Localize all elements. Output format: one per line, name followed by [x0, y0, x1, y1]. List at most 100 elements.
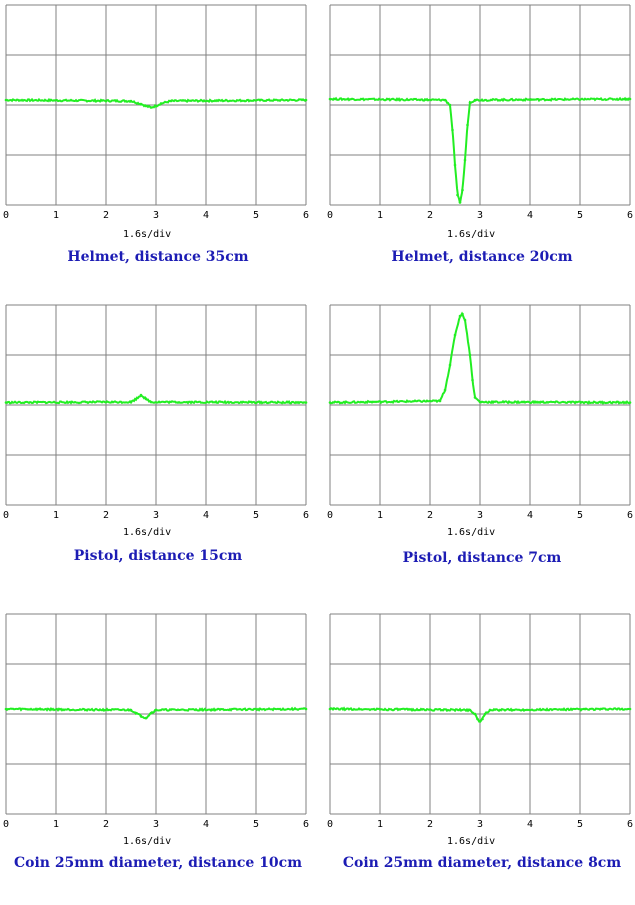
x-tick-label: 1	[377, 819, 383, 830]
chart-title: Pistol, distance 7cm	[402, 550, 562, 566]
plot-area: 0 1 2 3 4 5 6	[3, 4, 309, 221]
data-point	[139, 102, 143, 106]
chart-helmet-20cm: 0 1 2 3 4 5 6 1.6s/div Helmet, distance 20cm	[327, 3, 635, 265]
x-tick-label: 0	[3, 510, 9, 521]
data-point	[129, 99, 133, 103]
data-point	[154, 104, 158, 108]
x-tick-label: 6	[627, 819, 633, 830]
data-point	[304, 707, 308, 711]
plot-area: 0 1 2 3 4 5 6	[327, 304, 633, 521]
x-tick-label: 6	[627, 210, 633, 221]
chart-title: Helmet, distance 20cm	[391, 249, 573, 265]
data-point	[304, 98, 308, 102]
x-tick-label: 5	[253, 210, 259, 221]
data-point	[458, 201, 462, 204]
x-tick-label: 3	[477, 819, 483, 830]
data-point	[628, 707, 632, 711]
data-point	[304, 401, 308, 404]
data-point	[628, 97, 632, 101]
data-point	[149, 400, 153, 404]
x-tick-label: 0	[327, 210, 333, 221]
x-tick-label: 4	[527, 210, 533, 221]
x-tick-label: 6	[303, 210, 309, 221]
chart-coin-8cm: 0 1 2 3 4 5 6 1.6s/div Coin 25mm diameter, dis…	[327, 612, 635, 871]
chart-pistol-7cm: 0 1 2 3 4 5 6 1.6s/div Pistol, distance 7cm	[327, 303, 635, 566]
x-tick-label: 1	[53, 210, 59, 221]
data-point	[154, 708, 158, 712]
plot-area: 0 1 2 3 4 5 6	[3, 613, 309, 830]
data-point	[134, 711, 138, 715]
x-axis-label: 1.6s/div	[123, 229, 172, 240]
data-point	[478, 400, 482, 404]
data-point	[134, 397, 138, 401]
grid	[5, 304, 307, 506]
series-line	[5, 394, 307, 405]
data-point	[453, 163, 457, 167]
data-point	[328, 707, 332, 711]
data-point	[159, 102, 163, 105]
x-tick-label: 2	[427, 210, 433, 221]
x-tick-label: 5	[577, 510, 583, 521]
x-tick-label: 4	[527, 510, 533, 521]
data-point	[144, 397, 148, 401]
x-axis-label: 1.6s/div	[123, 527, 172, 538]
data-point	[328, 401, 332, 404]
data-point	[473, 98, 477, 102]
data-point	[139, 393, 143, 397]
data-point	[471, 378, 474, 382]
x-axis-label: 1.6s/div	[447, 527, 496, 538]
data-point	[466, 123, 469, 127]
x-tick-label: 1	[53, 819, 59, 830]
data-point	[448, 103, 452, 107]
x-tick-label: 5	[577, 819, 583, 830]
data-point	[476, 717, 479, 721]
data-point	[456, 193, 459, 197]
x-tick-label: 1	[377, 510, 383, 521]
data-point	[478, 720, 482, 723]
chart-title: Coin 25mm diameter, distance 8cm	[342, 855, 622, 871]
data-point	[328, 97, 332, 101]
x-tick-label: 1	[377, 210, 383, 221]
data-point	[443, 388, 447, 392]
data-point	[468, 353, 472, 357]
plot-area: 0 1 2 3 4 5 6	[327, 4, 633, 221]
data-point	[483, 712, 487, 716]
x-tick-label: 0	[3, 210, 9, 221]
x-axis-label: 1.6s/div	[447, 229, 496, 240]
data-point	[448, 363, 452, 367]
data-point	[453, 333, 457, 337]
data-point	[438, 399, 442, 403]
data-point	[4, 707, 8, 711]
data-point	[461, 312, 464, 316]
data-point	[628, 401, 632, 404]
x-tick-label: 1	[53, 510, 59, 521]
x-tick-label: 2	[103, 210, 109, 221]
x-tick-label: 0	[327, 819, 333, 830]
x-tick-label: 4	[203, 210, 209, 221]
data-point	[149, 711, 153, 715]
data-point	[461, 188, 464, 192]
x-tick-label: 2	[427, 510, 433, 521]
x-tick-label: 5	[577, 210, 583, 221]
x-tick-label: 0	[3, 819, 9, 830]
data-point	[473, 396, 477, 399]
data-point	[451, 128, 454, 132]
chart-helmet-35cm: 0 1 2 3 4 5 6 1.6s/div Helmet, distance 35cm	[3, 3, 313, 265]
data-point	[488, 708, 492, 712]
data-point	[169, 99, 173, 103]
series-line	[329, 96, 631, 204]
x-tick-label: 4	[203, 819, 209, 830]
chart-coin-10cm: 0 1 2 3 4 5 6 1.6s/div Coin 25mm diameter, dis…	[3, 612, 313, 871]
data-point	[473, 712, 477, 716]
grid	[5, 4, 307, 206]
grid	[329, 304, 631, 506]
x-tick-label: 5	[253, 819, 259, 830]
x-tick-label: 2	[103, 819, 109, 830]
plot-area: 0 1 2 3 4 5 6	[327, 613, 633, 830]
data-point	[468, 101, 472, 104]
data-point	[4, 98, 8, 102]
x-axis-label: 1.6s/div	[123, 836, 172, 847]
data-point	[129, 708, 133, 712]
chart-title: Pistol, distance 15cm	[73, 548, 243, 564]
x-tick-label: 5	[253, 510, 259, 521]
